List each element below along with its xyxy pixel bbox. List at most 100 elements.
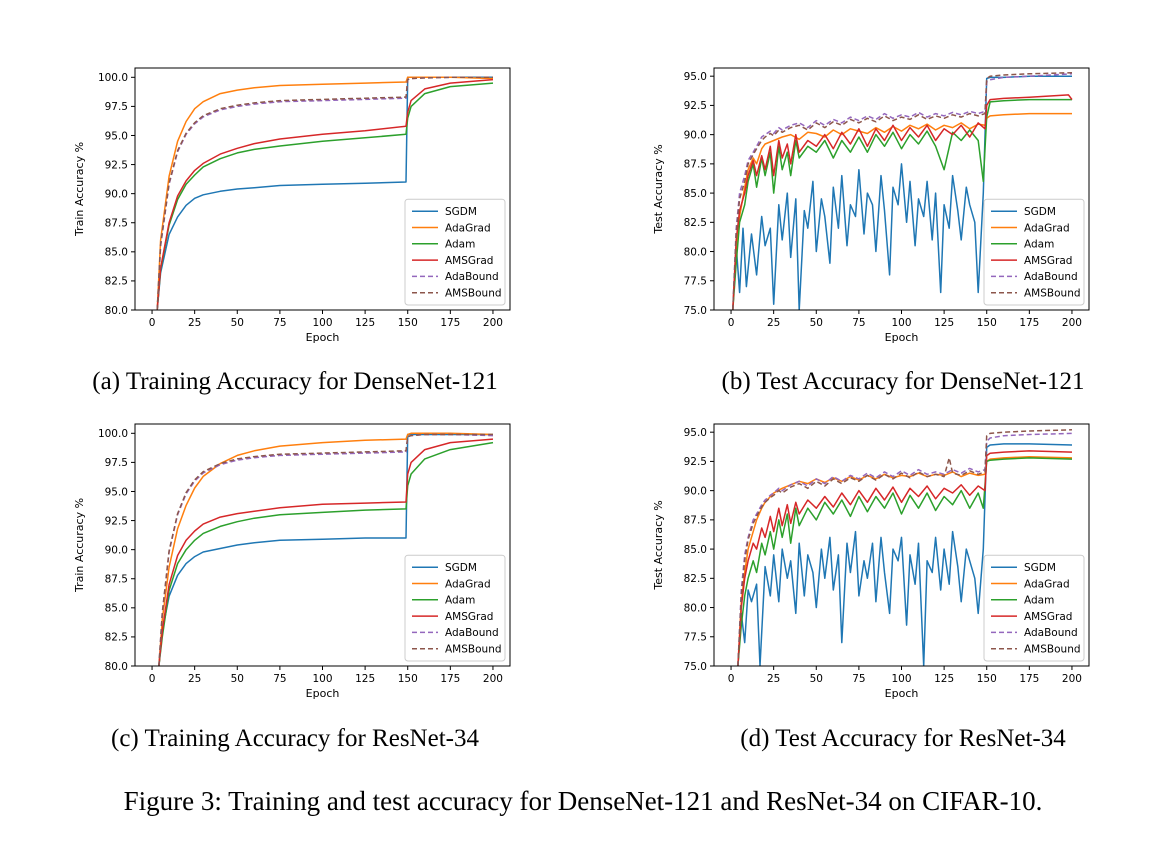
chart-b-svg: 0 25 50 75 100 125 150 175 200 75.0 77.5 80.0 82.5 85… [652,67,1090,344]
chart-a-xtick-label: 50 [231,317,244,329]
chart-c-svg: 0 25 50 75 100 125 150 175 200 80.0 82.5 85.0 87.5 90… [73,423,511,700]
chart-c-series-adagrad [158,432,494,666]
chart-c-xtick-label: 125 [355,673,375,685]
chart-b-plot-area [732,71,1073,310]
chart-d-legend: SGDM AdaGrad Adam AMSGrad AdaBound AMSBound [983,554,1085,662]
chart-b-legend-label-adabound: AdaBound [1024,271,1078,283]
chart-a-xtick-label: 150 [398,317,418,329]
chart-b-ytick-label: 90.0 [684,129,707,141]
chart-d-xlabel: Epoch [885,687,919,700]
chart-c-series-amsbound [158,433,493,666]
chart-a-legend-label-adagrad: AdaGrad [445,222,491,234]
chart-a-ytick-label: 85.0 [105,247,128,259]
chart-c-legend-label-amsgrad: AMSGrad [445,611,493,623]
chart-b-series-adabound [732,73,1073,310]
chart-c-legend-box [404,554,506,662]
chart-d-legend-label-adam: Adam [1024,595,1054,607]
chart-d-legend-label-amsgrad: AMSGrad [1024,611,1072,623]
chart-b-ytick-label: 80.0 [684,246,707,258]
chart-d-xtick-label: 125 [934,673,954,685]
chart-d-ytick-label: 92.5 [684,456,707,468]
chart-b-series-adagrad [732,112,1072,310]
chart-b-ytick-label: 92.5 [684,100,707,112]
chart-c-legend: SGDM AdaGrad Adam AMSGrad AdaBound AMSBound [404,554,506,662]
chart-d-series-adam [737,457,1073,666]
chart-a-legend: SGDM AdaGrad Adam AMSGrad AdaBound AMSBound [404,198,506,306]
chart-b-legend-label-adagrad: AdaGrad [1024,222,1070,234]
chart-a-xtick-label: 75 [273,317,286,329]
chart-a-legend-label-adabound: AdaBound [445,271,499,283]
chart-a-xlabel: Epoch [306,331,340,344]
chart-c-xtick-label: 50 [231,673,244,685]
chart-c-plot-area [158,432,494,666]
chart-d-legend-label-amsbound: AMSBound [1024,644,1081,656]
caption-a: (a) Training Accuracy for DenseNet-121 [92,368,498,395]
chart-a-ytick-label: 92.5 [105,159,128,171]
chart-a-xtick-label: 0 [149,317,156,329]
chart-b-xtick-label: 100 [891,317,911,329]
chart-d-ytick-label: 87.5 [684,515,707,527]
chart-b-ylabel: Test Accuracy % [652,144,665,234]
chart-d-svg: 0 25 50 75 100 125 150 175 200 75.0 77.5 80.0 82.5 85… [652,423,1090,700]
chart-b-xtick-label: 50 [810,317,823,329]
chart-d-xtick-label: 25 [767,673,780,685]
chart-a-ylabel: Train Accuracy % [73,142,86,237]
chart-d-legend-box [983,554,1085,662]
chart-d-xtick-label: 100 [891,673,911,685]
chart-d-plot-area [737,429,1073,666]
chart-b-ytick-label: 87.5 [684,159,707,171]
chart-d-series-sgdm [737,443,1073,666]
chart-b-ytick-label: 82.5 [684,217,707,229]
chart-a-ytick-label: 100.0 [98,72,128,84]
chart-c-series-sgdm [158,433,493,666]
chart-b-legend: SGDM AdaGrad Adam AMSGrad AdaBound AMSBound [983,198,1085,306]
chart-panel-b: 0 25 50 75 100 125 150 175 200 75.0 77.5 80.0 82.5 85… [652,58,1138,358]
chart-b-xtick-label: 125 [934,317,954,329]
chart-d-ytick-label: 80.0 [684,602,707,614]
chart-panel-c: 0 25 50 75 100 125 150 175 200 80.0 82.5 85.0 87.5 90… [60,414,530,714]
chart-d-xtick-label: 50 [810,673,823,685]
chart-a-legend-label-amsbound: AMSBound [445,288,502,300]
chart-b-legend-label-amsgrad: AMSGrad [1024,255,1072,267]
chart-d-ytick-label: 77.5 [684,632,707,644]
caption-b: (b) Test Accuracy for DenseNet-121 [721,368,1085,395]
chart-a-series-amsgrad [156,78,494,310]
chart-d-ytick-label: 82.5 [684,573,707,585]
chart-b-xtick-label: 200 [1062,317,1082,329]
chart-a-ytick-label: 80.0 [105,305,128,317]
chart-b-xtick-label: 25 [767,317,780,329]
chart-c-ylabel: Train Accuracy % [73,498,86,593]
chart-b-series-amsgrad [732,94,1073,310]
chart-d-legend-label-sgdm: SGDM [1024,562,1056,574]
chart-d-xtick-label: 175 [1019,673,1039,685]
chart-c-xtick-label: 0 [149,673,156,685]
chart-c-xtick-label: 200 [483,673,503,685]
chart-d-series-amsgrad [737,450,1073,666]
chart-d-xtick-label: 150 [977,673,997,685]
chart-a-xtick-label: 100 [312,317,332,329]
chart-c-ytick-label: 95.0 [105,486,128,498]
chart-c-xtick-label: 175 [440,673,460,685]
chart-b-legend-label-sgdm: SGDM [1024,206,1056,218]
chart-c-ytick-label: 80.0 [105,661,128,673]
chart-c-xtick-label: 150 [398,673,418,685]
chart-a-ytick-label: 82.5 [105,276,128,288]
chart-a-xtick-label: 200 [483,317,503,329]
chart-panel-a: 0 25 50 75 100 125 150 175 200 80.0 82.5 85.0 87.5 90… [60,58,530,358]
chart-c-legend-label-amsbound: AMSBound [445,644,502,656]
chart-a-xtick-label: 175 [440,317,460,329]
chart-d-xtick-label: 75 [852,673,865,685]
chart-a-xtick-label: 125 [355,317,375,329]
caption-d: (d) Test Accuracy for ResNet-34 [740,725,1066,752]
chart-b-xtick-label: 75 [852,317,865,329]
chart-b-ytick-label: 85.0 [684,188,707,200]
chart-d-legend-label-adabound: AdaBound [1024,627,1078,639]
chart-d-ytick-label: 90.0 [684,485,707,497]
chart-c-xtick-label: 25 [188,673,201,685]
chart-d-series-amsbound [737,429,1073,666]
chart-c-xlabel: Epoch [306,687,340,700]
chart-c-legend-label-adabound: AdaBound [445,627,499,639]
caption-c: (c) Training Accuracy for ResNet-34 [111,725,479,752]
chart-c-ytick-label: 90.0 [105,544,128,556]
chart-b-ytick-label: 75.0 [684,305,707,317]
